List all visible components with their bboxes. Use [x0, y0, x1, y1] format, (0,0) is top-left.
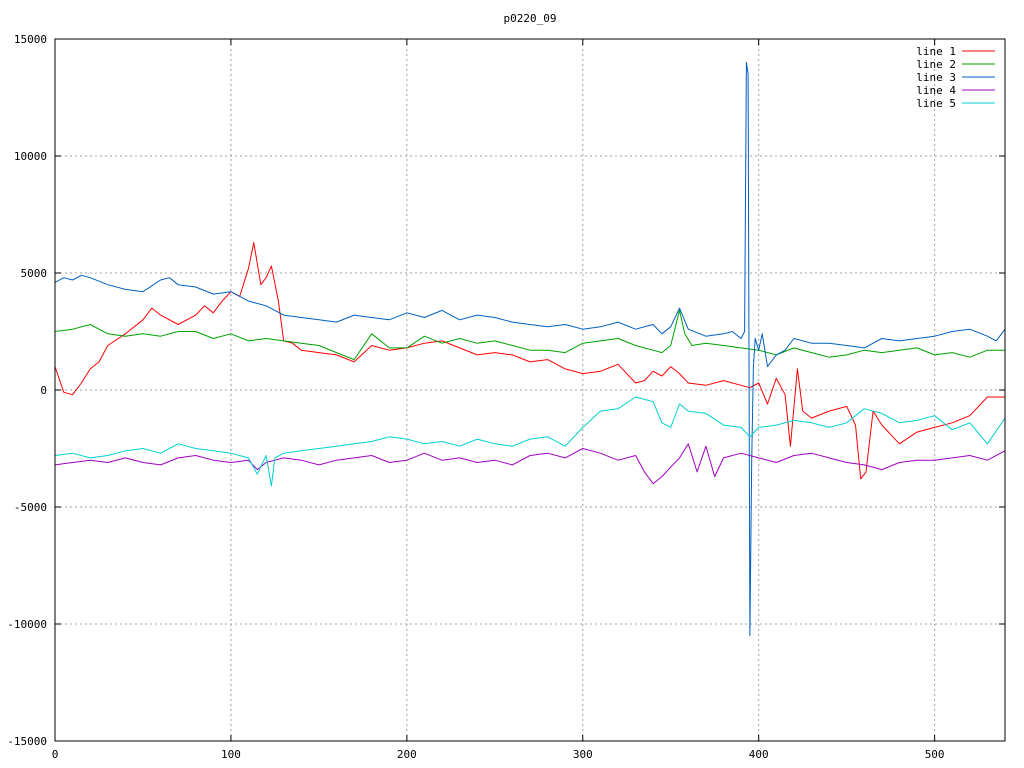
legend-label-5: line 5 — [916, 97, 956, 110]
x-tick-label: 100 — [221, 748, 241, 761]
legend-label-3: line 3 — [916, 71, 956, 84]
x-tick-label: 0 — [52, 748, 59, 761]
series-line-3 — [54, 61, 1006, 637]
y-tick-label: -10000 — [7, 618, 47, 631]
y-tick-label: 5000 — [21, 267, 48, 280]
y-tick-label: 0 — [40, 384, 47, 397]
y-tick-label: 10000 — [14, 150, 47, 163]
chart-title: p0220_09 — [504, 12, 557, 25]
series-line-2 — [54, 309, 1005, 361]
plot-series — [54, 61, 1006, 637]
legend-label-2: line 2 — [916, 58, 956, 71]
x-axis-ticks: 0 100 200 300 400 500 — [52, 39, 945, 761]
x-tick-label: 300 — [573, 748, 593, 761]
y-tick-label: 15000 — [14, 33, 47, 46]
y-axis-ticks: -15000 -10000 -5000 0 5000 10000 15000 — [7, 33, 1005, 748]
grid — [55, 39, 1005, 741]
y-tick-label: -15000 — [7, 735, 47, 748]
series-line-4 — [54, 443, 1006, 485]
legend-label-1: line 1 — [916, 45, 956, 58]
x-tick-label: 500 — [925, 748, 945, 761]
x-tick-label: 200 — [397, 748, 417, 761]
x-tick-label: 400 — [749, 748, 769, 761]
series-line-5 — [54, 396, 1006, 487]
legend-label-4: line 4 — [916, 84, 956, 97]
series-line-1 — [54, 242, 1005, 480]
y-tick-label: -5000 — [14, 501, 47, 514]
